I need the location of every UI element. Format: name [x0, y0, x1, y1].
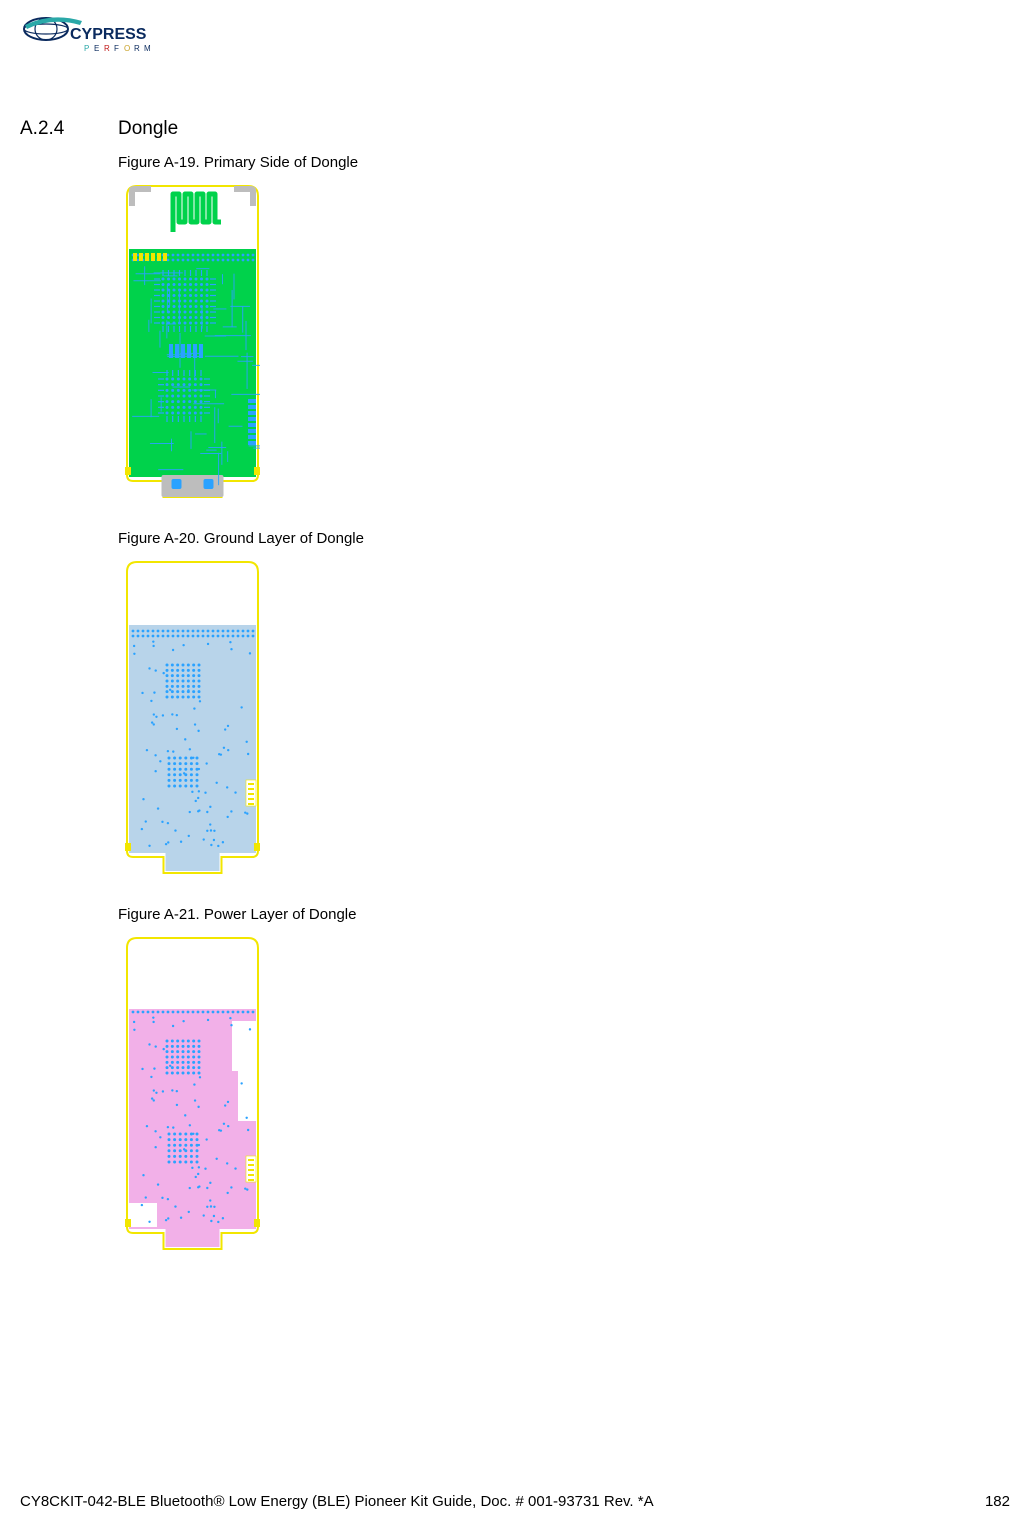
svg-text:F: F — [114, 44, 121, 53]
footer-doc-id: CY8CKIT-042-BLE Bluetooth® Low Energy (B… — [20, 1493, 654, 1510]
svg-text:R: R — [134, 44, 142, 53]
svg-text:R: R — [104, 44, 112, 53]
svg-text:O: O — [124, 44, 132, 53]
svg-text:P: P — [84, 44, 91, 53]
svg-text:CYPRESS: CYPRESS — [70, 26, 147, 43]
svg-text:M: M — [144, 44, 153, 53]
section-title: Dongle — [118, 118, 178, 140]
section-number: A.2.4 — [20, 118, 118, 140]
figure-image-ground — [124, 559, 1010, 876]
page-footer: CY8CKIT-042-BLE Bluetooth® Low Energy (B… — [20, 1493, 1010, 1510]
figure-caption: Figure A-21. Power Layer of Dongle — [118, 906, 1010, 923]
figure-image-power — [124, 935, 1010, 1252]
figure-image-primary — [124, 183, 1010, 500]
section-heading: A.2.4 Dongle — [20, 118, 1010, 140]
figure-caption: Figure A-20. Ground Layer of Dongle — [118, 530, 1010, 547]
company-logo: CYPRESSPERFORM — [22, 15, 157, 60]
figure-caption: Figure A-19. Primary Side of Dongle — [118, 154, 1010, 171]
footer-page-number: 182 — [985, 1493, 1010, 1510]
svg-text:E: E — [94, 44, 101, 53]
